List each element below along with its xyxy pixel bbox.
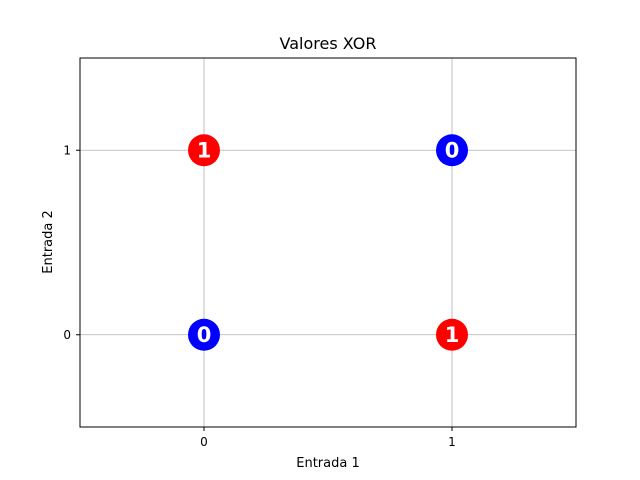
x-tick-label-1: 1	[448, 435, 456, 449]
data-point-label-1: 1	[197, 138, 212, 162]
grid-lines	[80, 58, 576, 427]
y-tick-label-1: 1	[63, 143, 71, 157]
x-axis-label: Entrada 1	[296, 456, 359, 471]
y-axis-label: Entrada 2	[41, 210, 56, 273]
data-point-2	[436, 318, 468, 351]
axis-ticks: 0 1 0 1	[63, 143, 455, 449]
x-tick-label-0: 0	[200, 435, 208, 449]
data-point-0	[188, 318, 220, 351]
data-point-1	[188, 134, 220, 167]
data-point-3	[436, 134, 468, 167]
data-point-label-3: 0	[445, 138, 460, 162]
data-point-label-0: 0	[197, 323, 212, 347]
chart-title: Valores XOR	[280, 34, 377, 53]
plot-frame	[79, 57, 577, 428]
y-tick-label-0: 0	[63, 328, 71, 342]
data-point-label-2: 1	[445, 323, 460, 347]
data-points: 0 1 1 0	[188, 134, 468, 351]
